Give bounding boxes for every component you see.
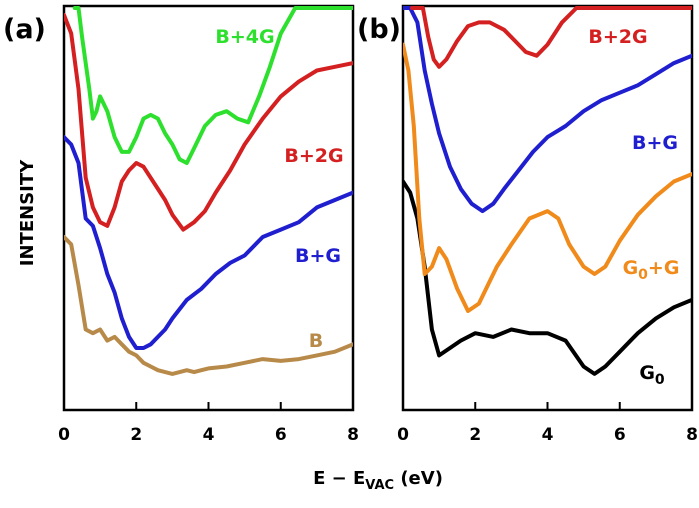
x-axis-title-unit: (eV) (394, 468, 443, 489)
series-label-b-plus-g: B+G (632, 132, 678, 154)
panel-a-series-labels: B B+G B+2G B+4G (215, 26, 343, 352)
x-tick-label: 2 (469, 425, 481, 445)
series-label-g0: G0 (639, 362, 665, 388)
x-tick-label: 6 (275, 425, 287, 445)
x-axis-title: E − EVAC (eV) (313, 468, 443, 493)
x-tick-label: 8 (347, 425, 359, 445)
panel-b-label: (b) (357, 14, 401, 45)
x-tick-label: 6 (614, 425, 626, 445)
panel-b: (b) 0 2 4 6 8 G0 G0+G B+G B+2G (357, 4, 698, 445)
series-label-b-plus-2g: B+2G (284, 145, 343, 167)
y-axis-title: INTENSITY (17, 159, 38, 266)
series-line-b-plus-g (64, 135, 353, 350)
series-label-b-plus-4g: B+4G (215, 26, 274, 48)
x-tick-label: 2 (130, 425, 142, 445)
series-label-b-plus-2g: B+2G (588, 26, 647, 48)
x-axis-title-sub: VAC (365, 478, 394, 493)
series-label-b: B (309, 330, 323, 352)
panel-b-curves (403, 6, 692, 376)
x-axis-title-main: E − E (313, 468, 365, 489)
panel-b-x-ticks: 0 2 4 6 8 (397, 402, 698, 445)
panel-a-label: (a) (3, 14, 46, 45)
panel-b-series-labels: G0 G0+G B+G B+2G (588, 26, 679, 388)
series-line-b (64, 235, 353, 376)
x-tick-label: 4 (203, 425, 215, 445)
panel-a-x-ticks: 0 2 4 6 8 (58, 402, 359, 445)
panel-a-curves (64, 6, 353, 376)
series-line-g0-plus-g (403, 42, 692, 313)
series-line-b-plus-2g (64, 13, 353, 232)
series-line-b-plus-g (403, 6, 692, 214)
x-tick-label: 0 (58, 425, 70, 445)
series-line-b-plus-4g (72, 6, 353, 165)
series-label-b-plus-g: B+G (295, 245, 341, 267)
x-tick-label: 4 (542, 425, 554, 445)
panel-a: (a) 0 2 4 6 8 B B+G B+2G B+4G (3, 4, 359, 445)
series-line-b-plus-2g (410, 6, 692, 69)
series-label-g0-plus-g: G0+G (623, 257, 680, 283)
x-tick-label: 8 (686, 425, 698, 445)
series-line-g0 (403, 179, 692, 376)
x-tick-label: 0 (397, 425, 409, 445)
